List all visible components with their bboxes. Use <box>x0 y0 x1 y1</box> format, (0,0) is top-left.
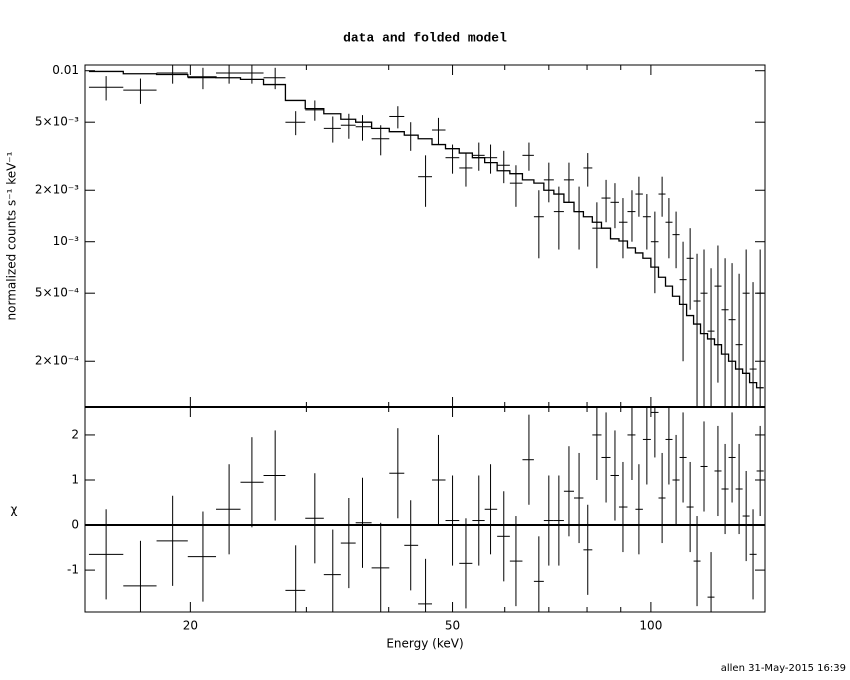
y-axis-label: normalized counts s⁻¹ keV⁻¹ <box>5 151 19 320</box>
x-tick-label: 100 <box>639 619 662 633</box>
x-tick-label: 50 <box>445 619 460 633</box>
y-tick-label: 2×10⁻³ <box>35 183 79 197</box>
x-tick-label: 20 <box>183 619 198 633</box>
y-tick-label: 5×10⁻³ <box>35 115 79 129</box>
y-tick-label: 10⁻³ <box>53 234 80 248</box>
model-line <box>88 70 764 389</box>
top-panel <box>88 65 764 407</box>
y-tick-label: 2 <box>71 427 79 441</box>
y-tick-label: 0 <box>71 518 79 532</box>
y-tick-label: 2×10⁻⁴ <box>35 354 79 368</box>
y-tick-label: -1 <box>67 563 79 577</box>
plot-frame <box>84 64 766 613</box>
footer: allen 31-May-2015 16:39 <box>721 663 846 674</box>
x-axis-label: Energy (keV) <box>386 637 463 651</box>
y-tick-label: 5×10⁻⁴ <box>35 286 79 300</box>
y-tick-label: 0.01 <box>52 63 79 77</box>
bottom-panel <box>85 407 765 612</box>
y-axis-label: χ <box>11 503 18 517</box>
chart-title: data and folded model <box>343 30 507 45</box>
y-tick-label: 1 <box>71 472 79 486</box>
